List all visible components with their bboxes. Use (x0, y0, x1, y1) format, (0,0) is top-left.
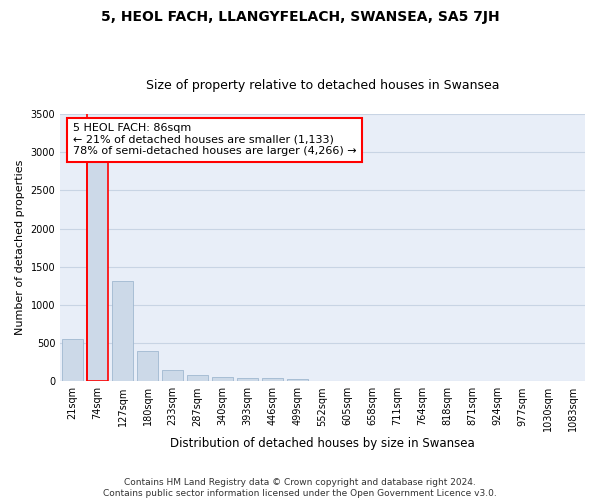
X-axis label: Distribution of detached houses by size in Swansea: Distribution of detached houses by size … (170, 437, 475, 450)
Bar (287, 378, 308, 382)
Bar (162, 370, 183, 382)
Bar (212, 377, 233, 382)
Y-axis label: Number of detached properties: Number of detached properties (15, 160, 25, 336)
Bar (137, 351, 158, 382)
Bar (112, 280, 133, 382)
Bar (237, 378, 258, 382)
Text: 5 HEOL FACH: 86sqm
← 21% of detached houses are smaller (1,133)
78% of semi-deta: 5 HEOL FACH: 86sqm ← 21% of detached hou… (73, 123, 356, 156)
Text: 5, HEOL FACH, LLANGYFELACH, SWANSEA, SA5 7JH: 5, HEOL FACH, LLANGYFELACH, SWANSEA, SA5… (101, 10, 499, 24)
Title: Size of property relative to detached houses in Swansea: Size of property relative to detached ho… (146, 79, 499, 92)
Bar (187, 375, 208, 382)
Bar (62, 338, 83, 382)
Bar (87, 160, 108, 382)
Bar (262, 378, 283, 382)
Text: Contains HM Land Registry data © Crown copyright and database right 2024.
Contai: Contains HM Land Registry data © Crown c… (103, 478, 497, 498)
